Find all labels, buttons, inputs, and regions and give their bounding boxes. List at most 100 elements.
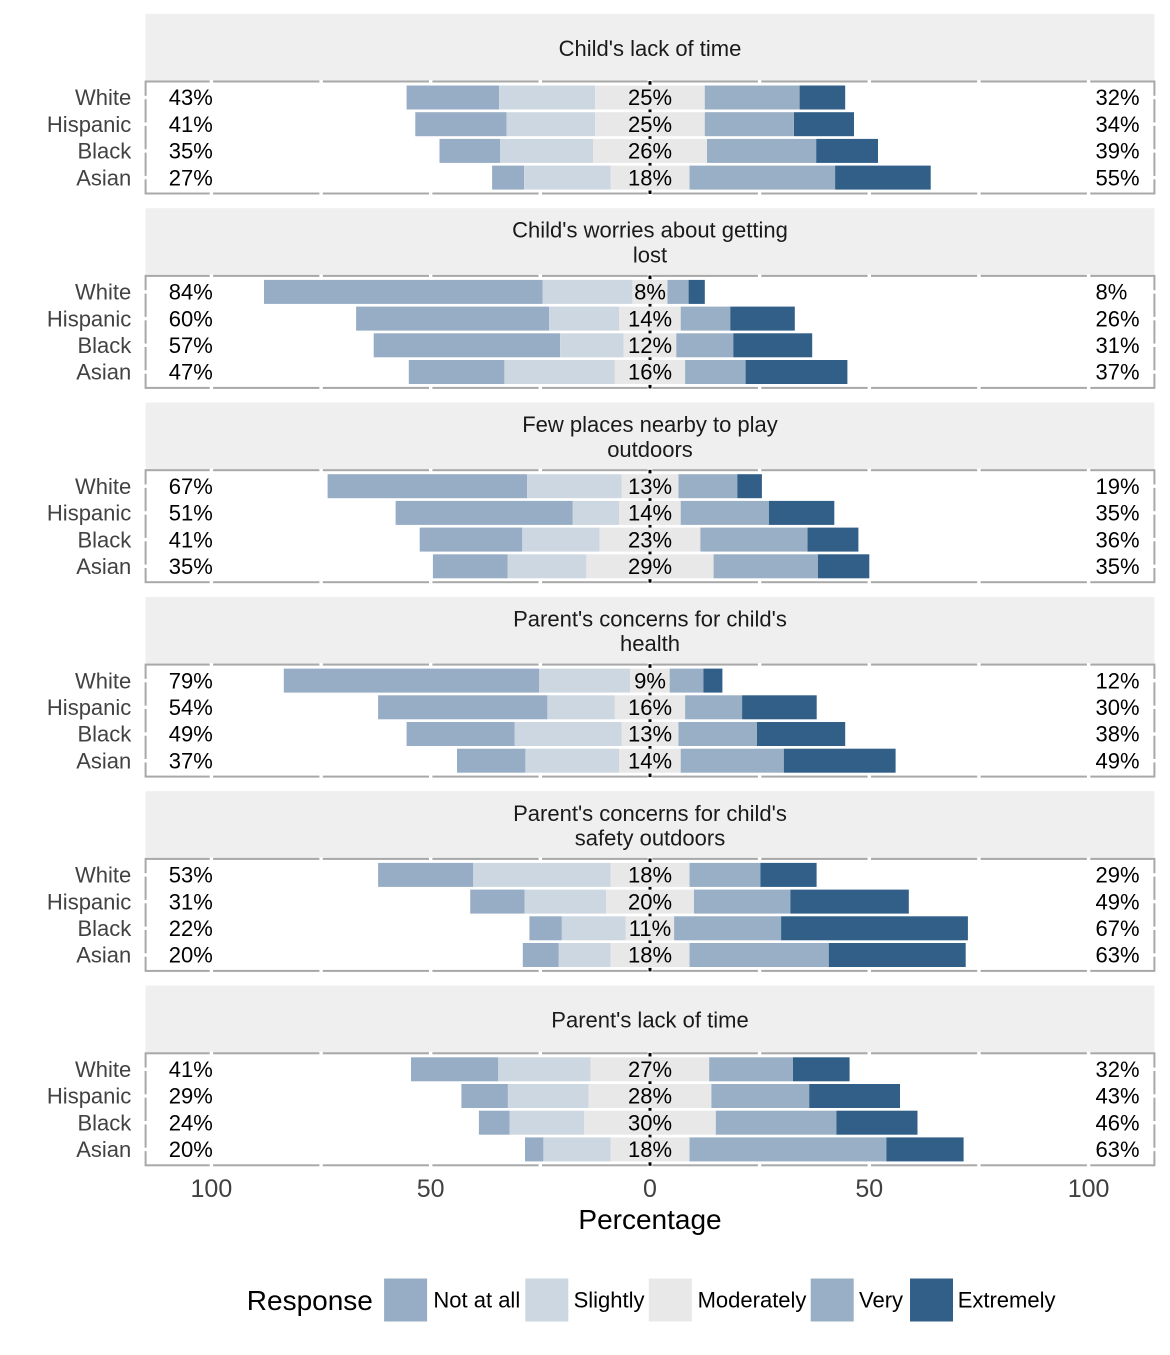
svg-text:Parent's lack of time: Parent's lack of time xyxy=(551,1008,748,1033)
svg-text:White: White xyxy=(75,1057,131,1082)
svg-text:27%: 27% xyxy=(169,165,213,190)
svg-text:30%: 30% xyxy=(628,1110,672,1135)
svg-text:Percentage: Percentage xyxy=(578,1204,721,1235)
svg-text:100: 100 xyxy=(1068,1175,1110,1203)
svg-text:Not at all: Not at all xyxy=(433,1288,520,1313)
svg-text:41%: 41% xyxy=(169,527,213,552)
svg-text:8%: 8% xyxy=(634,280,666,305)
svg-text:Few places nearby to play: Few places nearby to play xyxy=(522,412,778,437)
svg-text:12%: 12% xyxy=(628,333,672,358)
svg-text:Response: Response xyxy=(247,1285,373,1316)
svg-text:20%: 20% xyxy=(169,1137,213,1162)
svg-text:Parent's concerns for child's: Parent's concerns for child's xyxy=(513,801,787,826)
svg-text:39%: 39% xyxy=(1096,139,1140,164)
svg-text:Asian: Asian xyxy=(76,554,131,579)
svg-text:14%: 14% xyxy=(628,501,672,526)
svg-text:8%: 8% xyxy=(1096,280,1128,305)
svg-text:100: 100 xyxy=(191,1175,233,1203)
svg-text:9%: 9% xyxy=(634,668,666,693)
svg-text:63%: 63% xyxy=(1096,943,1140,968)
svg-text:37%: 37% xyxy=(169,748,213,773)
svg-text:White: White xyxy=(75,668,131,693)
svg-text:84%: 84% xyxy=(169,280,213,305)
svg-text:35%: 35% xyxy=(169,139,213,164)
svg-text:28%: 28% xyxy=(628,1084,672,1109)
svg-text:57%: 57% xyxy=(169,333,213,358)
svg-text:13%: 13% xyxy=(628,474,672,499)
svg-text:16%: 16% xyxy=(628,695,672,720)
svg-text:37%: 37% xyxy=(1096,360,1140,385)
svg-text:White: White xyxy=(75,85,131,110)
svg-text:41%: 41% xyxy=(169,1057,213,1082)
svg-text:29%: 29% xyxy=(169,1084,213,1109)
svg-text:health: health xyxy=(620,631,680,656)
svg-text:Black: Black xyxy=(78,333,133,358)
svg-text:50: 50 xyxy=(855,1175,883,1203)
svg-text:20%: 20% xyxy=(169,943,213,968)
svg-text:67%: 67% xyxy=(1096,916,1140,941)
svg-text:Hispanic: Hispanic xyxy=(47,306,131,331)
svg-text:47%: 47% xyxy=(169,360,213,385)
svg-text:20%: 20% xyxy=(628,889,672,914)
svg-text:Black: Black xyxy=(78,722,133,747)
svg-text:29%: 29% xyxy=(1096,863,1140,888)
svg-text:14%: 14% xyxy=(628,748,672,773)
svg-text:White: White xyxy=(75,280,131,305)
svg-text:Black: Black xyxy=(78,1110,133,1135)
svg-text:Hispanic: Hispanic xyxy=(47,501,131,526)
svg-text:34%: 34% xyxy=(1096,112,1140,137)
svg-text:22%: 22% xyxy=(169,916,213,941)
svg-text:14%: 14% xyxy=(628,306,672,331)
svg-text:Asian: Asian xyxy=(76,165,131,190)
svg-text:13%: 13% xyxy=(628,722,672,747)
svg-text:29%: 29% xyxy=(628,554,672,579)
svg-text:25%: 25% xyxy=(628,85,672,110)
svg-text:35%: 35% xyxy=(1096,501,1140,526)
svg-text:35%: 35% xyxy=(1096,554,1140,579)
svg-text:Hispanic: Hispanic xyxy=(47,695,131,720)
svg-text:35%: 35% xyxy=(169,554,213,579)
svg-text:Asian: Asian xyxy=(76,360,131,385)
svg-text:Hispanic: Hispanic xyxy=(47,1084,131,1109)
svg-text:30%: 30% xyxy=(1096,695,1140,720)
svg-text:Hispanic: Hispanic xyxy=(47,889,131,914)
svg-text:63%: 63% xyxy=(1096,1137,1140,1162)
svg-text:36%: 36% xyxy=(1096,527,1140,552)
svg-text:50: 50 xyxy=(417,1175,445,1203)
svg-text:32%: 32% xyxy=(1096,85,1140,110)
svg-text:outdoors: outdoors xyxy=(607,437,693,462)
svg-text:White: White xyxy=(75,474,131,499)
svg-text:Black: Black xyxy=(78,139,133,164)
svg-text:25%: 25% xyxy=(628,112,672,137)
svg-text:Moderately: Moderately xyxy=(698,1288,807,1313)
svg-text:16%: 16% xyxy=(628,360,672,385)
svg-text:0: 0 xyxy=(643,1175,657,1203)
svg-text:Extremely: Extremely xyxy=(958,1288,1056,1313)
svg-text:60%: 60% xyxy=(169,306,213,331)
svg-text:54%: 54% xyxy=(169,695,213,720)
svg-text:26%: 26% xyxy=(1096,306,1140,331)
svg-text:Child's lack of time: Child's lack of time xyxy=(559,36,742,61)
svg-text:Parent's concerns for child's: Parent's concerns for child's xyxy=(513,606,787,631)
svg-text:49%: 49% xyxy=(1096,748,1140,773)
svg-text:Asian: Asian xyxy=(76,748,131,773)
svg-text:43%: 43% xyxy=(169,85,213,110)
svg-text:26%: 26% xyxy=(628,139,672,164)
svg-text:18%: 18% xyxy=(628,863,672,888)
svg-text:24%: 24% xyxy=(169,1110,213,1135)
svg-text:Black: Black xyxy=(78,916,133,941)
svg-text:31%: 31% xyxy=(169,889,213,914)
svg-text:49%: 49% xyxy=(169,722,213,747)
svg-text:55%: 55% xyxy=(1096,165,1140,190)
svg-text:12%: 12% xyxy=(1096,668,1140,693)
svg-text:31%: 31% xyxy=(1096,333,1140,358)
svg-text:Slightly: Slightly xyxy=(574,1288,645,1313)
svg-text:White: White xyxy=(75,863,131,888)
svg-text:19%: 19% xyxy=(1096,474,1140,499)
svg-text:Very: Very xyxy=(859,1288,903,1313)
svg-text:43%: 43% xyxy=(1096,1084,1140,1109)
svg-text:safety outdoors: safety outdoors xyxy=(575,826,725,851)
svg-text:18%: 18% xyxy=(628,943,672,968)
svg-text:46%: 46% xyxy=(1096,1110,1140,1135)
svg-text:49%: 49% xyxy=(1096,889,1140,914)
